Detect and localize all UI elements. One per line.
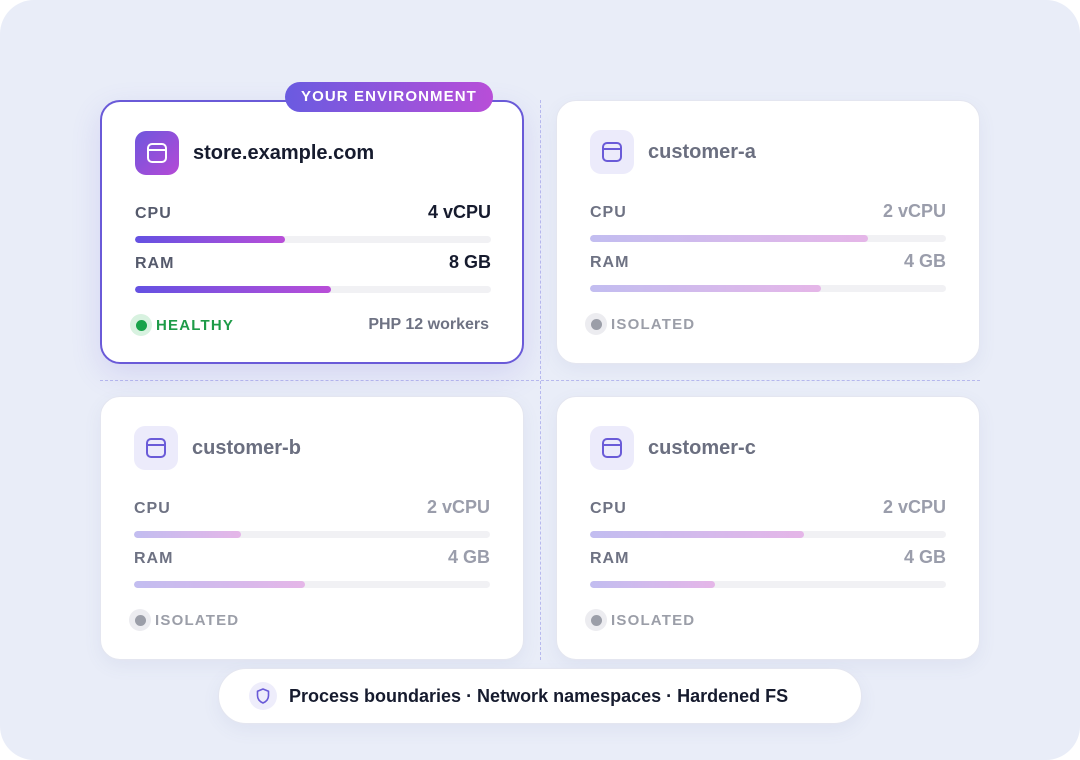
ram-label: RAM: [590, 254, 630, 271]
cpu-label: CPU: [135, 205, 172, 222]
gray-status-dot-icon: [585, 609, 607, 631]
cpu-label: CPU: [590, 500, 627, 517]
ram-usage-fill: [590, 285, 822, 292]
isolation-features-pill: Process boundaries · Network namespaces …: [218, 668, 862, 724]
ram-value: 4 GB: [903, 251, 946, 271]
status-badge: ISOLATED: [611, 611, 696, 629]
environment-name: customer-b: [192, 436, 301, 459]
status-badge: ISOLATED: [155, 611, 240, 629]
shield-icon: [249, 682, 277, 710]
cpu-label: CPU: [590, 204, 627, 221]
ram-usage-bar: [134, 581, 490, 588]
environment-card-primary[interactable]: YOUR ENVIRONMENT store.example.com CPU 4…: [100, 82, 524, 364]
status-badge: HEALTHY: [156, 316, 235, 334]
ram-usage-bar: [590, 581, 946, 588]
ram-usage-fill: [134, 581, 305, 588]
cpu-metric: CPU 2 vCPU: [134, 497, 490, 538]
ram-value: 4 GB: [447, 547, 490, 567]
gray-status-dot-icon: [129, 609, 151, 631]
environment-name: customer-c: [648, 436, 756, 459]
horizontal-divider: [100, 380, 980, 381]
status-indicator: ISOLATED: [585, 313, 695, 335]
cpu-metric: CPU 2 vCPU: [590, 497, 946, 538]
ram-label: RAM: [134, 550, 174, 567]
ram-usage-bar: [590, 285, 946, 292]
ram-metric: RAM 8 GB: [135, 252, 491, 293]
environment-card-customer-a[interactable]: customer-a CPU 2 vCPU RAM 4 GB ISOLATED: [556, 100, 980, 364]
cpu-usage-fill: [590, 235, 868, 242]
isolation-features-text: Process boundaries · Network namespaces …: [289, 685, 789, 706]
ram-metric: RAM 4 GB: [590, 547, 946, 588]
status-indicator: HEALTHY: [130, 314, 234, 336]
cpu-usage-bar: [135, 236, 491, 243]
cpu-value: 2 vCPU: [882, 497, 946, 517]
cpu-usage-fill: [135, 236, 285, 243]
cpu-metric: CPU 4 vCPU: [135, 202, 491, 243]
ram-usage-fill: [135, 286, 331, 293]
green-status-dot-icon: [130, 314, 152, 336]
ram-label: RAM: [590, 550, 630, 567]
ram-metric: RAM 4 GB: [590, 251, 946, 292]
cpu-value: 4 vCPU: [427, 202, 491, 222]
cpu-usage-bar: [590, 235, 946, 242]
cpu-value: 2 vCPU: [882, 201, 946, 221]
status-indicator: ISOLATED: [585, 609, 695, 631]
ram-usage-fill: [590, 581, 715, 588]
ram-usage-bar: [135, 286, 491, 293]
environment-name: store.example.com: [193, 141, 375, 164]
cpu-usage-bar: [590, 531, 946, 538]
status-indicator: ISOLATED: [129, 609, 239, 631]
your-environment-badge: YOUR ENVIRONMENT: [285, 82, 493, 112]
browser-window-icon: [590, 130, 634, 174]
status-badge: ISOLATED: [611, 315, 696, 333]
environment-card-customer-b[interactable]: customer-b CPU 2 vCPU RAM 4 GB ISOLATED: [100, 396, 524, 660]
browser-window-icon: [135, 131, 179, 175]
ram-label: RAM: [135, 255, 175, 272]
cpu-usage-fill: [134, 531, 241, 538]
cpu-label: CPU: [134, 500, 171, 517]
cpu-metric: CPU 2 vCPU: [590, 201, 946, 242]
ram-value: 8 GB: [448, 252, 491, 272]
browser-window-icon: [590, 426, 634, 470]
cpu-value: 2 vCPU: [426, 497, 490, 517]
cpu-usage-fill: [590, 531, 804, 538]
browser-window-icon: [134, 426, 178, 470]
php-workers-label: PHP 12 workers: [368, 316, 489, 333]
gray-status-dot-icon: [585, 313, 607, 335]
ram-value: 4 GB: [903, 547, 946, 567]
cpu-usage-bar: [134, 531, 490, 538]
ram-metric: RAM 4 GB: [134, 547, 490, 588]
environment-name: customer-a: [648, 140, 756, 163]
environment-card-customer-c[interactable]: customer-c CPU 2 vCPU RAM 4 GB ISOLATED: [556, 396, 980, 660]
